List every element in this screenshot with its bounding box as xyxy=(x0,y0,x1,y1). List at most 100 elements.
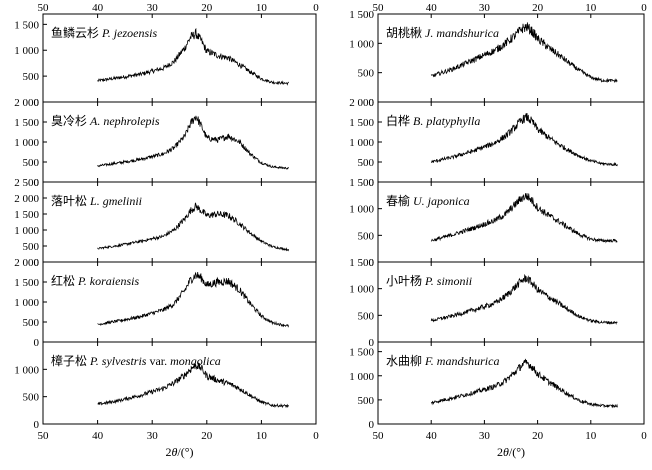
y-tick-label: 1 000 xyxy=(14,137,39,149)
series-line xyxy=(431,358,618,409)
x-top-tick-label: 20 xyxy=(532,2,544,14)
panel-title: 春榆 U. japonica xyxy=(386,193,470,208)
x-axis-label-2: 2 xyxy=(165,445,171,459)
x-bottom-tick-label: 30 xyxy=(147,430,159,442)
x-axis-label: 2θ/(°) xyxy=(165,445,193,459)
y-tick-label: 0 xyxy=(369,257,375,269)
x-bottom-tick-label: 10 xyxy=(256,430,268,442)
y-tick-label: 1 500 xyxy=(14,117,39,129)
x-top-tick-label: 50 xyxy=(38,2,50,14)
x-top-tick-label: 30 xyxy=(479,2,491,14)
y-tick-label: 1 500 xyxy=(14,277,39,289)
panel-title: 红松 P. koraiensis xyxy=(51,273,139,288)
panel-9: 0 500 1 000 1 500 水曲柳 F. mandshurica xyxy=(349,341,645,431)
y-tick-label: 0 xyxy=(34,337,40,349)
x-bottom-tick-label: 20 xyxy=(532,430,544,442)
series-line xyxy=(97,115,289,170)
y-tick-label: 1 500 xyxy=(14,19,39,31)
panel-title-cn: 水曲柳 xyxy=(386,354,425,368)
y-tick-label: 1 000 xyxy=(14,364,39,376)
y-tick-label: 500 xyxy=(358,157,375,169)
panel-title-latin: B. platyphylla xyxy=(413,114,480,128)
y-tick-label: 0 xyxy=(34,177,40,189)
x-bottom-tick-label: 40 xyxy=(92,430,104,442)
x-axis-label-2: 2 xyxy=(497,445,503,459)
y-tick-label: 2 000 xyxy=(14,257,39,269)
y-tick-label: 500 xyxy=(23,317,40,329)
panel-title-latin: P. sylvestris xyxy=(89,354,147,368)
panel-title-latin: F. mandshurica xyxy=(424,354,499,368)
x-axis-label-unit: /(°) xyxy=(509,445,525,459)
panel-title-cn: 樟子松 xyxy=(51,353,90,368)
x-axis-label-theta: θ xyxy=(171,445,177,459)
y-tick-label: 1 500 xyxy=(349,9,374,21)
y-tick-label: 1 000 xyxy=(349,137,374,149)
panel-0: 0 500 1 000 1 500 鱼鳞云杉 P. jezoensis xyxy=(14,13,317,109)
y-tick-label: 1 500 xyxy=(349,117,374,129)
series-line xyxy=(430,193,618,244)
series-line xyxy=(430,273,618,325)
x-bottom-tick-label: 10 xyxy=(585,430,597,442)
x-axis-label-theta: θ xyxy=(503,445,509,459)
y-tick-label: 0 xyxy=(34,419,40,431)
panel-7: 0 500 1 000 1 500 春榆 U. japonica xyxy=(349,177,645,269)
panel-1: 0 500 1 000 1 500 2 000 臭冷杉 A. nephrolepis xyxy=(14,97,317,189)
x-bottom-tick-label: 50 xyxy=(38,430,50,442)
panel-title-latin: P. koraiensis xyxy=(77,274,139,288)
panel-title-cn: 小叶杨 xyxy=(386,273,425,288)
series-line xyxy=(97,271,290,328)
x-bottom-tick-label: 20 xyxy=(201,430,213,442)
panel-title-var: var. xyxy=(146,354,170,368)
panel-2: 0 500 1 000 1 500 2 000 2 500 落叶松 L. gmelinii xyxy=(14,177,317,269)
panel-title: 白桦 B. platyphylla xyxy=(386,113,480,128)
y-tick-label: 1 500 xyxy=(349,257,374,269)
y-tick-label: 0 xyxy=(369,97,375,109)
y-tick-label: 1 500 xyxy=(349,347,374,359)
y-tick-label: 500 xyxy=(23,241,40,253)
y-tick-label: 1 000 xyxy=(349,284,374,296)
panel-title-latin: J. mandshurica xyxy=(425,26,499,40)
x-top-tick-label: 50 xyxy=(373,2,385,14)
panel-5: 0 500 1 000 1 500 胡桃楸 J. mandshurica xyxy=(349,9,645,109)
panel-title-cn: 落叶松 xyxy=(51,194,90,208)
panel-title-cn: 臭冷杉 xyxy=(51,113,90,128)
series-line xyxy=(430,112,618,167)
panel-3: 0 500 1 000 1 500 2 000 红松 P. koraiensis xyxy=(14,257,317,349)
x-top-tick-label: 10 xyxy=(585,2,597,14)
panel-title: 臭冷杉 A. nephrolepis xyxy=(51,113,160,128)
x-top-tick-label: 40 xyxy=(92,2,104,14)
panel-title-latin2: mongolica xyxy=(170,354,221,368)
x-axis-label-unit: /(°) xyxy=(177,445,193,459)
panel-title: 鱼鳞云杉 P. jezoensis xyxy=(51,26,157,40)
panel-title-cn: 鱼鳞云杉 xyxy=(51,26,102,40)
panel-title: 樟子松 P. sylvestris var. mongolica xyxy=(51,353,221,368)
panel-frame xyxy=(377,341,645,425)
y-tick-label: 1 000 xyxy=(349,371,374,383)
panel-title-latin: A. nephrolepis xyxy=(89,114,160,128)
y-tick-label: 2 000 xyxy=(349,97,374,109)
panel-frame xyxy=(42,341,317,425)
y-tick-label: 0 xyxy=(369,419,375,431)
series-line xyxy=(97,27,289,86)
y-tick-label: 1 000 xyxy=(14,297,39,309)
panel-title-latin: U. japonica xyxy=(413,194,470,208)
y-tick-label: 0 xyxy=(369,337,375,349)
x-bottom-tick-label: 0 xyxy=(313,430,319,442)
y-tick-label: 500 xyxy=(23,392,40,404)
x-bottom-tick-label: 50 xyxy=(373,430,385,442)
y-tick-label: 2 000 xyxy=(14,97,39,109)
panel-title: 胡桃楸 J. mandshurica xyxy=(386,25,499,40)
x-top-tick-label: 0 xyxy=(641,2,647,14)
panel-8: 0 500 1 000 1 500 小叶杨 P. simonii xyxy=(349,257,645,349)
panel-title-latin: P. simonii xyxy=(424,274,472,288)
y-tick-label: 0 xyxy=(369,177,375,189)
x-top-tick-label: 10 xyxy=(256,2,268,14)
series-line xyxy=(97,362,289,409)
y-tick-label: 1 000 xyxy=(14,45,39,57)
y-tick-label: 1 500 xyxy=(14,209,39,221)
x-axis-label: 2θ/(°) xyxy=(497,445,525,459)
panel-title-cn: 红松 xyxy=(51,273,78,288)
x-bottom-tick-label: 40 xyxy=(426,430,438,442)
y-tick-label: 1 000 xyxy=(349,204,374,216)
